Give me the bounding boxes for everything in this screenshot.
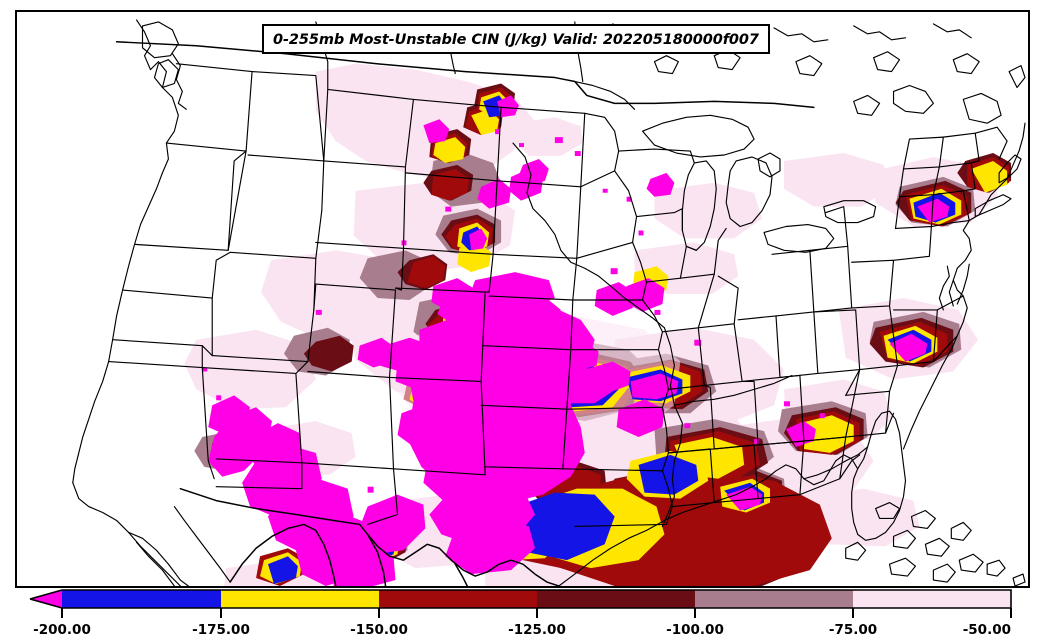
long-island — [974, 194, 1012, 218]
mississippi-river — [661, 327, 683, 527]
baja-california — [127, 531, 189, 586]
florida-panhandle — [803, 446, 869, 480]
missouri-river — [512, 142, 666, 329]
lake-ontario — [823, 200, 877, 224]
gulf-of-california — [173, 505, 231, 583]
mexico-interior-border — [229, 523, 337, 586]
maine-coast — [1006, 122, 1026, 180]
colorbar-tick-label-6: -50.00 — [963, 622, 1011, 638]
colorbar-band-5 — [853, 590, 1011, 608]
florida-peninsula — [851, 410, 907, 541]
lake-michigan — [681, 160, 717, 251]
colorbar-band-4 — [695, 590, 853, 608]
map-canvas — [72, 19, 1026, 586]
colorbar-band-2 — [379, 590, 537, 608]
title-box: 0-255mb Most-Unstable CIN (J/kg) Valid: … — [262, 24, 770, 54]
colorbar-tick-label-5: -75.00 — [829, 622, 877, 638]
colorbar-tick-label-4: -100.00 — [666, 622, 724, 638]
page-title: 0-255mb Most-Unstable CIN (J/kg) Valid: … — [273, 32, 759, 48]
colorbar-tick-label-2: -150.00 — [350, 622, 408, 638]
state-borders-south — [667, 364, 899, 508]
mexico-state-border — [366, 533, 387, 586]
chesapeake-bay — [938, 265, 954, 311]
olympic-peninsula — [153, 59, 179, 89]
ohio-river — [673, 374, 793, 406]
colorbar-tick-label-0: -200.00 — [33, 622, 91, 638]
colorbar-tick-label-1: -175.00 — [192, 622, 250, 638]
colorbar-band-1 — [221, 590, 379, 608]
geography-layer — [72, 19, 1026, 586]
lake-superior — [641, 114, 755, 158]
lake-erie — [763, 223, 835, 253]
mexico-coast-east — [454, 563, 468, 586]
cin-shading-layer — [184, 63, 1012, 586]
colorbar-extend-min — [30, 590, 62, 608]
pacific-coastline — [72, 19, 179, 484]
colorbar-ticks — [61, 608, 1012, 618]
map-panel: 0-255mb Most-Unstable CIN (J/kg) Valid: … — [15, 10, 1030, 588]
us-mexico-border — [179, 487, 560, 586]
lake-huron — [725, 156, 773, 228]
colorbar-band-0 — [62, 590, 221, 608]
colorbar-tick-label-3: -125.00 — [508, 622, 566, 638]
colorbar: -200.00 -175.00 -150.00 -125.00 -100.00 … — [0, 588, 1044, 640]
colorbar-band-3 — [537, 590, 695, 608]
vancouver-island — [141, 21, 179, 59]
cape-cod — [998, 154, 1022, 184]
colorbar-svg: -200.00 -175.00 -150.00 -125.00 -100.00 … — [29, 589, 1012, 638]
atlantic-coastline — [902, 178, 1008, 450]
colorbar-outline — [29, 589, 1012, 609]
georgian-bay — [757, 152, 781, 178]
california-coast — [72, 482, 181, 586]
bahamas-islands — [845, 502, 1026, 586]
